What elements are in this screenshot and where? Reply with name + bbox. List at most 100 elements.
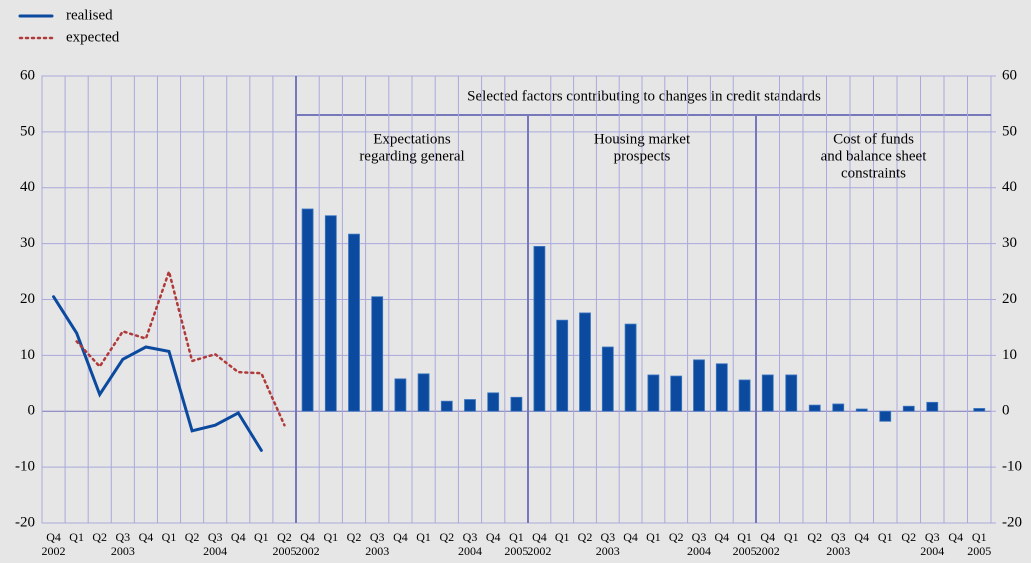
y2-tick-label: 30 [1002, 235, 1017, 251]
x-tick-label: Q2 [92, 530, 107, 544]
panel-title: prospects [614, 148, 671, 164]
bar [785, 374, 798, 412]
x-year-label: 2005 [967, 544, 991, 558]
x-year-label: 2002 [756, 544, 780, 558]
bar [533, 246, 546, 412]
panel-title: constraints [841, 165, 906, 181]
x-tick-label: Q3 [925, 530, 940, 544]
bar [487, 392, 500, 412]
x-tick-label: Q2 [901, 530, 916, 544]
bar [670, 375, 683, 412]
y2-tick-label: 10 [1002, 347, 1017, 363]
x-tick-label: Q4 [760, 530, 775, 544]
bar [464, 399, 476, 412]
x-tick-label: Q2 [185, 530, 200, 544]
x-year-label: 2003 [596, 544, 620, 558]
bar [371, 296, 384, 412]
bar [394, 378, 407, 412]
x-tick-label: Q4 [623, 530, 638, 544]
bar [324, 215, 337, 412]
bar [647, 374, 660, 412]
x-tick-label: Q4 [231, 530, 246, 544]
y2-tick-label: 40 [1002, 179, 1017, 195]
x-tick-label: Q1 [784, 530, 799, 544]
x-tick-label: Q2 [669, 530, 684, 544]
bar [417, 373, 430, 412]
legend-label: expected [66, 29, 120, 45]
x-tick-label: Q2 [807, 530, 822, 544]
y2-tick-label: 20 [1002, 291, 1017, 307]
x-tick-label: Q2 [439, 530, 454, 544]
bar [761, 374, 774, 412]
panel-title: and balance sheet [821, 148, 928, 164]
x-year-label: 2004 [920, 544, 944, 558]
bar [738, 379, 751, 412]
x-year-label: 2002 [42, 544, 66, 558]
bar [556, 319, 569, 412]
x-year-label: 2004 [458, 544, 482, 558]
y-tick-label: 50 [20, 123, 35, 139]
x-tick-label: Q2 [578, 530, 593, 544]
plot-frame [41, 75, 992, 524]
bar [832, 403, 845, 412]
bar [348, 233, 360, 412]
x-tick-label: Q4 [714, 530, 729, 544]
x-tick-label: Q4 [532, 530, 547, 544]
x-tick-label: Q1 [646, 530, 661, 544]
bar [879, 410, 892, 422]
bar [624, 323, 637, 412]
x-tick-label: Q3 [692, 530, 707, 544]
bar [973, 408, 986, 412]
y-tick-label: 20 [20, 291, 35, 307]
panel-title: Housing market [594, 131, 691, 147]
x-tick-label: Q4 [486, 530, 501, 544]
x-tick-label: Q1 [254, 530, 269, 544]
x-tick-label: Q2 [347, 530, 362, 544]
x-tick-label: Q4 [46, 530, 61, 544]
x-tick-label: Q1 [509, 530, 524, 544]
x-tick-label: Q3 [370, 530, 385, 544]
x-tick-label: Q3 [600, 530, 615, 544]
x-tick-label: Q4 [854, 530, 869, 544]
x-tick-label: Q1 [69, 530, 84, 544]
x-tick-label: Q4 [393, 530, 408, 544]
x-year-label: 2004 [687, 544, 711, 558]
x-tick-label: Q4 [300, 530, 315, 544]
x-tick-label: Q1 [878, 530, 893, 544]
bar [926, 401, 939, 412]
x-tick-label: Q1 [162, 530, 177, 544]
y2-tick-label: -20 [1002, 514, 1022, 530]
bar [808, 404, 821, 412]
y-tick-label: 0 [28, 403, 36, 419]
x-year-label: 2002 [527, 544, 551, 558]
y-tick-label: 30 [20, 235, 35, 251]
y-tick-label: 40 [20, 179, 35, 195]
x-year-label: 2002 [296, 544, 320, 558]
y2-tick-label: 60 [1002, 67, 1017, 83]
x-year-label: 2005 [733, 544, 757, 558]
panel-title: Cost of funds [833, 131, 914, 147]
y2-tick-label: -10 [1002, 459, 1022, 475]
bar [301, 208, 314, 412]
x-tick-label: Q4 [139, 530, 154, 544]
y2-tick-label: 0 [1002, 403, 1010, 419]
header: Selected factors contributing to changes… [467, 88, 821, 104]
series-line [75, 267, 286, 427]
bar [510, 396, 523, 412]
panel-title: Expectations [373, 131, 451, 147]
x-tick-label: Q2 [277, 530, 292, 544]
y2-tick-label: 50 [1002, 123, 1017, 139]
x-year-label: 2005 [272, 544, 296, 558]
y-tick-label: 60 [20, 67, 35, 83]
x-year-label: 2003 [111, 544, 135, 558]
legend-label: realised [66, 7, 113, 23]
x-tick-label: Q3 [115, 530, 130, 544]
x-year-label: 2003 [826, 544, 850, 558]
x-year-label: 2005 [504, 544, 528, 558]
bar [693, 359, 705, 412]
series-line [52, 295, 263, 452]
x-tick-label: Q1 [416, 530, 431, 544]
y-tick-label: -10 [15, 459, 35, 475]
x-tick-label: Q1 [972, 530, 987, 544]
